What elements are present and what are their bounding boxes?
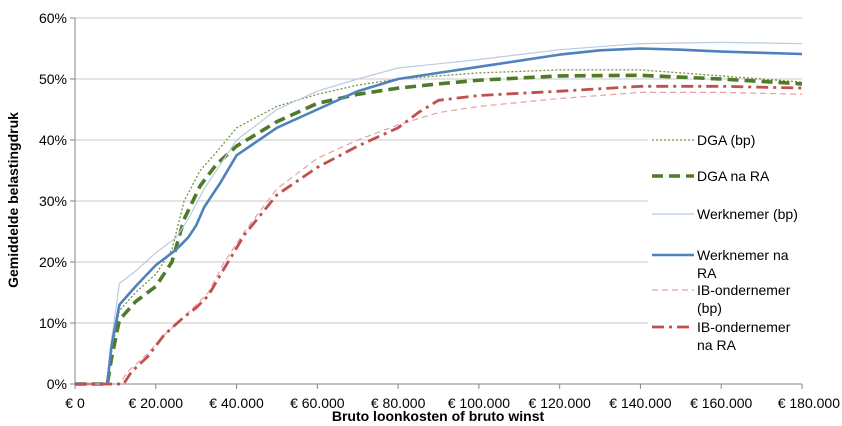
legend: DGA (bp) DGA na RA Werknemer (bp) Werknemer… bbox=[648, 120, 806, 360]
legend-label-2: DGA na RA bbox=[697, 168, 770, 184]
x-tick-labels: € 0 € 20.000 € 40.000 € 60.000 € 80.000 € 100… bbox=[65, 395, 840, 411]
series-line-3 bbox=[75, 41, 803, 385]
y-tick-label: 60% bbox=[39, 10, 67, 26]
series-line-6 bbox=[75, 84, 803, 386]
series-line-4 bbox=[75, 47, 803, 386]
legend-background bbox=[648, 120, 806, 360]
y-tick-label: 10% bbox=[39, 315, 67, 331]
series-line-5 bbox=[75, 91, 803, 385]
y-tick-labels: 0% 10% 20% 30% 40% 50% 60% bbox=[39, 10, 67, 392]
x-axis-label: Bruto loonkosten of bruto winst bbox=[332, 408, 545, 424]
y-tick-label: 30% bbox=[39, 193, 67, 209]
x-tick-label: € 60.000 bbox=[290, 395, 345, 411]
legend-label-4: Werknemer na bbox=[697, 247, 789, 263]
series-line-2 bbox=[75, 73, 803, 386]
legend-label-6: IB-ondernemer bbox=[697, 319, 791, 335]
series-line-1 bbox=[75, 69, 803, 385]
y-tick-label: 40% bbox=[39, 132, 67, 148]
x-tick-label: € 120.000 bbox=[529, 395, 591, 411]
legend-label-3: Werknemer (bp) bbox=[697, 206, 798, 222]
x-tick-label: € 100.000 bbox=[448, 395, 510, 411]
series-lines bbox=[75, 41, 803, 386]
legend-label-6: na RA bbox=[697, 337, 737, 353]
y-tick-label: 50% bbox=[39, 71, 67, 87]
axes bbox=[70, 17, 803, 389]
legend-label-5: (bp) bbox=[697, 300, 722, 316]
x-tick-label: € 160.000 bbox=[690, 395, 752, 411]
y-tick-label: 0% bbox=[47, 376, 67, 392]
x-tick-label: € 80.000 bbox=[371, 395, 426, 411]
x-tick-label: € 0 bbox=[65, 395, 85, 411]
legend-label-1: DGA (bp) bbox=[697, 132, 755, 148]
y-axis-label: Gemiddelde belastingdruk bbox=[5, 112, 21, 288]
legend-label-5: IB-ondernemer bbox=[697, 282, 791, 298]
x-tick-label: € 20.000 bbox=[129, 395, 184, 411]
y-tick-label: 20% bbox=[39, 254, 67, 270]
x-tick-label: € 180.000 bbox=[778, 395, 840, 411]
x-tick-label: € 140.000 bbox=[609, 395, 671, 411]
legend-label-4: RA bbox=[697, 265, 717, 281]
x-tick-label: € 40.000 bbox=[209, 395, 264, 411]
